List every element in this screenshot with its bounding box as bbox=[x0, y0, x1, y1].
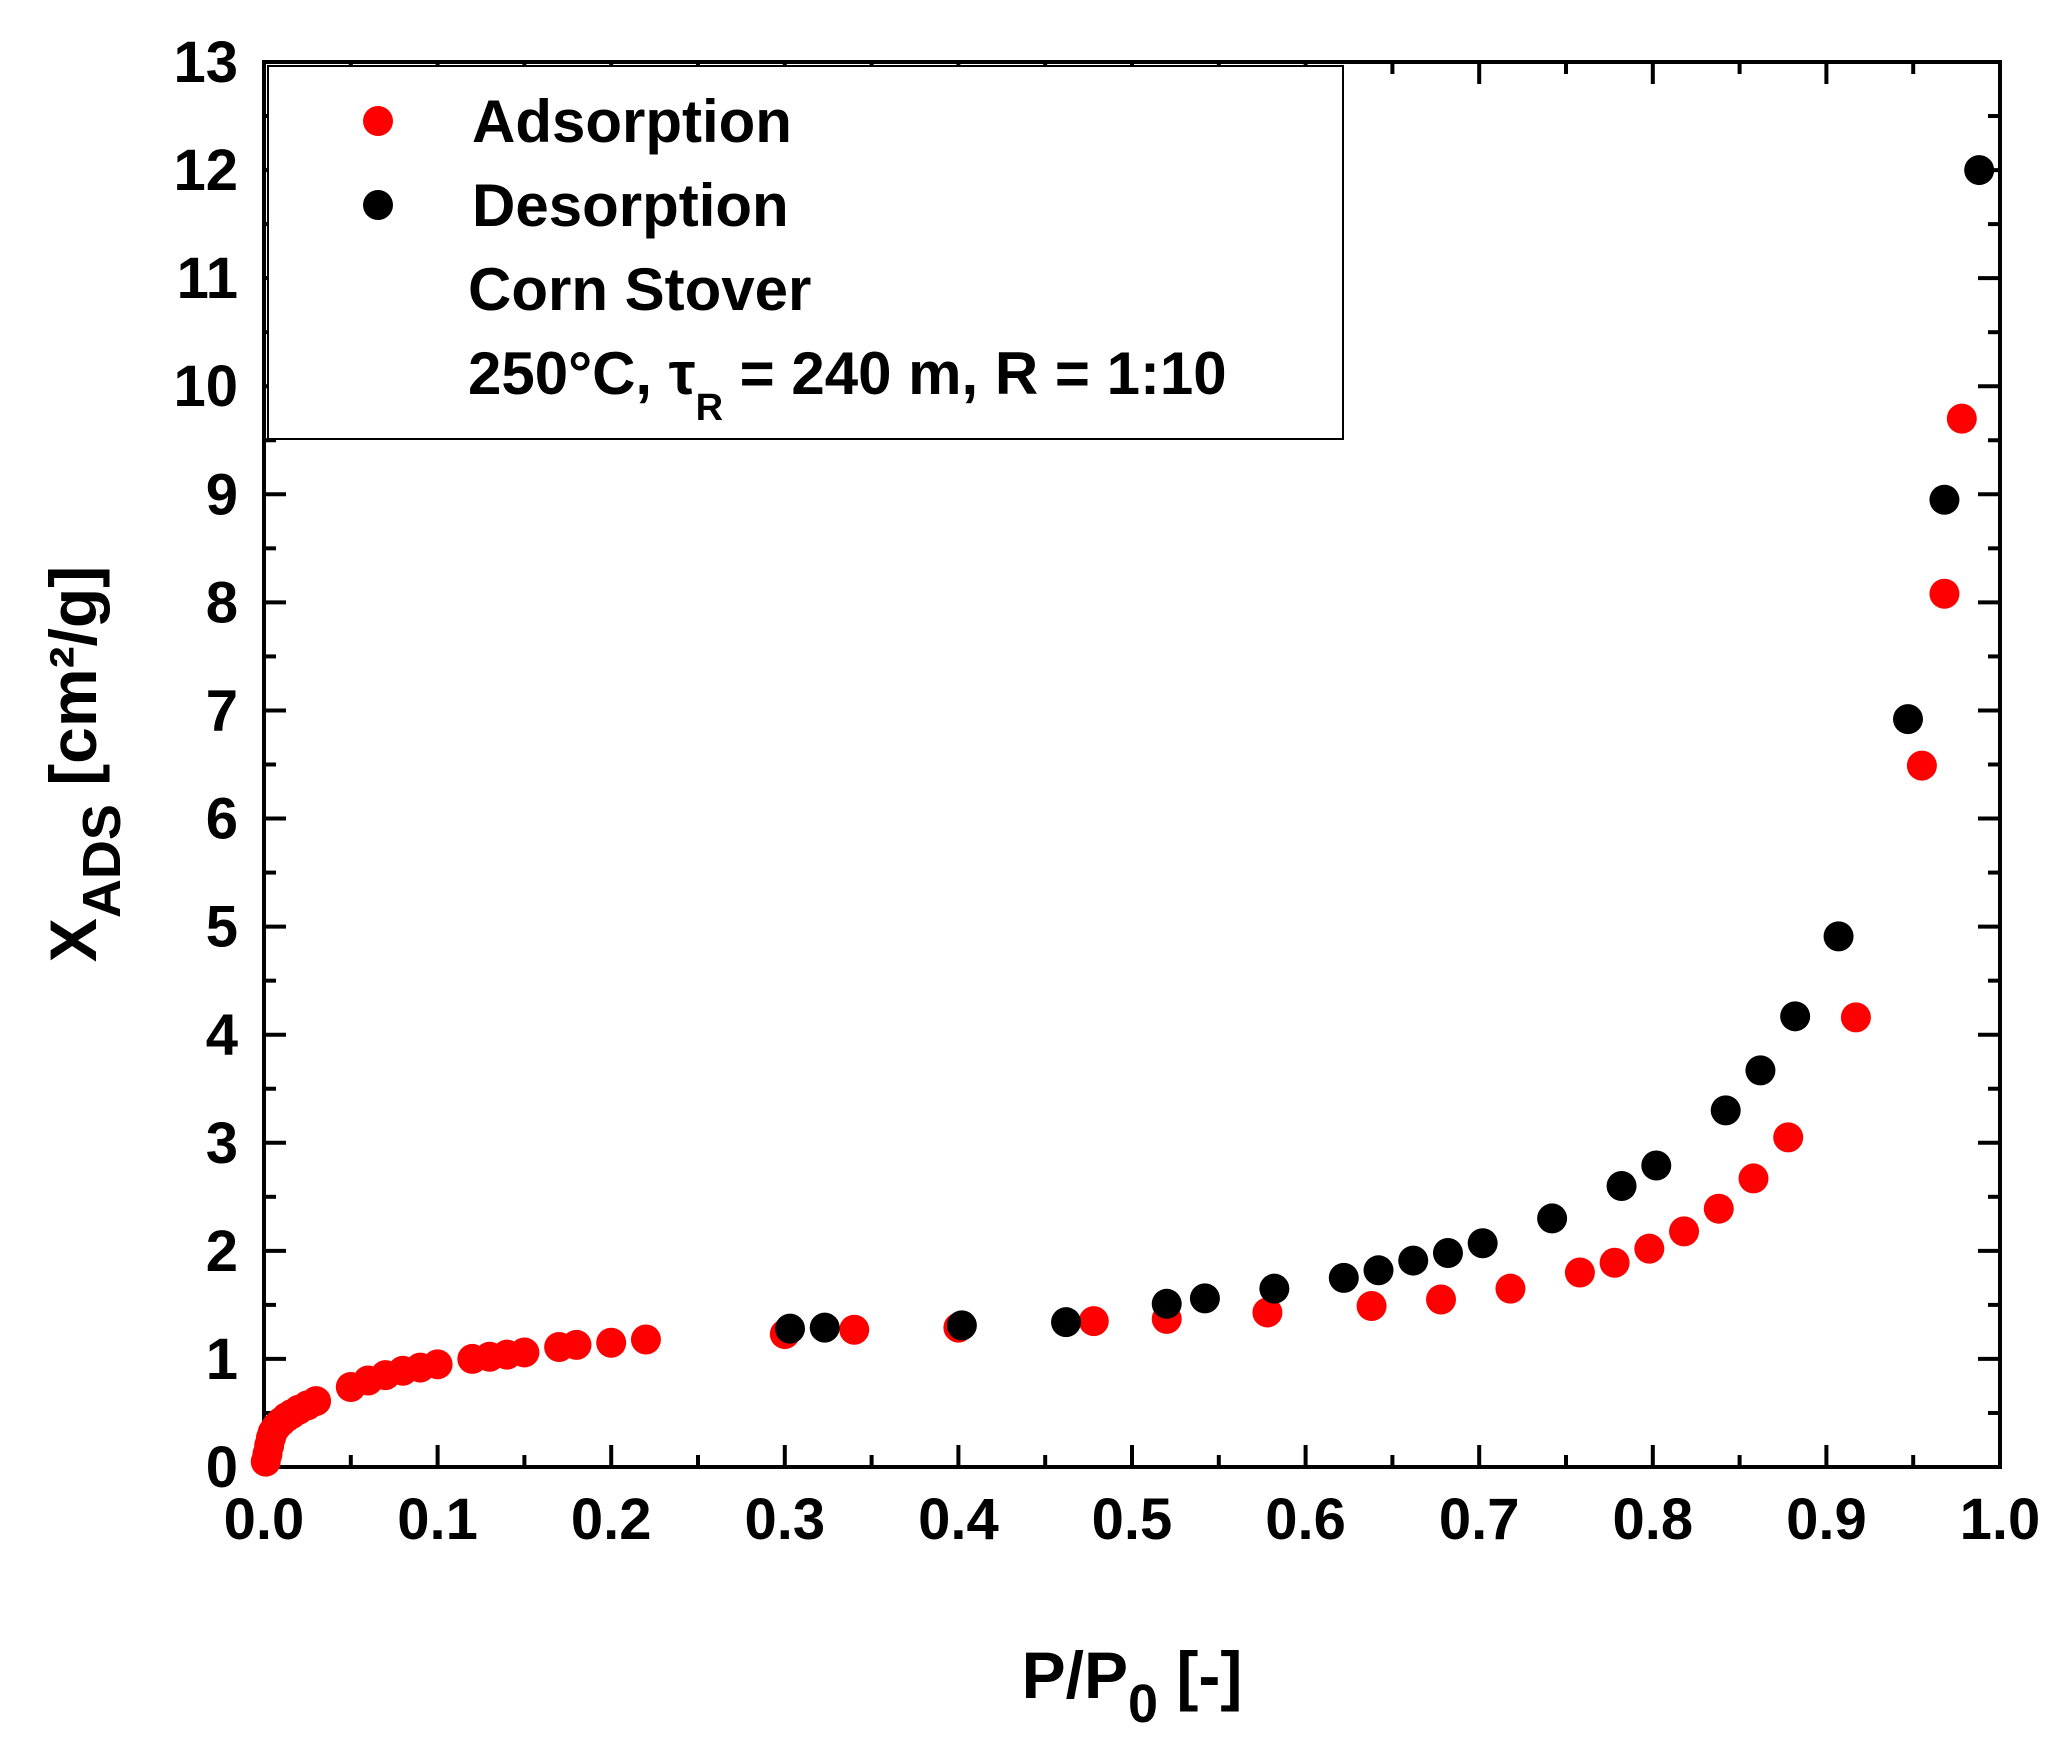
data-points-layer bbox=[250, 155, 1995, 1477]
y-tick-label: 12 bbox=[173, 138, 238, 203]
y-tick-label: 5 bbox=[206, 895, 238, 960]
desorption-point bbox=[1710, 1095, 1741, 1126]
x-tick-label: 0.0 bbox=[224, 1487, 305, 1552]
desorption-point bbox=[1745, 1055, 1776, 1086]
y-axis-label: XADS [cm²/g] bbox=[36, 566, 132, 962]
axis-labels: P/P0 [-] XADS [cm²/g] bbox=[36, 566, 1242, 1734]
y-tick-label: 7 bbox=[206, 678, 238, 743]
y-tick-label: 8 bbox=[206, 570, 238, 635]
adsorption-point bbox=[1252, 1297, 1283, 1328]
x-tick-label: 0.7 bbox=[1439, 1487, 1520, 1552]
legend: Adsorption Desorption Corn Stover 250°C, τR… bbox=[267, 65, 1344, 440]
legend-marker-desorption bbox=[363, 190, 393, 220]
adsorption-point bbox=[839, 1314, 870, 1345]
legend-box bbox=[267, 65, 1344, 440]
adsorption-point bbox=[1929, 578, 1960, 609]
desorption-point bbox=[1189, 1283, 1220, 1314]
legend-label-adsorption: Adsorption bbox=[472, 88, 792, 155]
legend-note-conditions: 250°C, τR = 240 m, R = 1:10 bbox=[468, 340, 1227, 429]
desorption-point bbox=[809, 1312, 840, 1343]
adsorption-point bbox=[301, 1386, 332, 1417]
desorption-point bbox=[1964, 155, 1995, 186]
desorption-point bbox=[1432, 1238, 1463, 1269]
desorption-point bbox=[1641, 1150, 1672, 1181]
y-tick-label: 3 bbox=[206, 1111, 238, 1176]
x-tick-label: 0.1 bbox=[397, 1487, 478, 1552]
y-tick-label: 0 bbox=[206, 1435, 238, 1500]
y-tick-label: 2 bbox=[206, 1219, 238, 1284]
adsorption-point bbox=[561, 1329, 592, 1360]
desorption-point bbox=[775, 1313, 806, 1344]
desorption-point bbox=[1823, 921, 1854, 952]
x-axis-label: P/P0 [-] bbox=[1022, 1638, 1243, 1734]
adsorption-point bbox=[1564, 1257, 1595, 1288]
adsorption-point bbox=[1356, 1290, 1387, 1321]
desorption-point bbox=[1929, 484, 1960, 515]
axes-layer: 0.0 0.1 0.2 0.3 0.4 0.5 0.6 0.7 0.8 0.9 1.00123456… bbox=[173, 30, 2040, 1552]
x-tick-label: 0.2 bbox=[571, 1487, 652, 1552]
adsorption-point bbox=[1634, 1233, 1665, 1264]
adsorption-point bbox=[509, 1337, 540, 1368]
adsorption-point bbox=[1906, 750, 1937, 781]
x-tick-label: 0.3 bbox=[744, 1487, 825, 1552]
legend-marker-adsorption bbox=[363, 106, 393, 136]
adsorption-point bbox=[1773, 1122, 1804, 1153]
y-tick-label: 10 bbox=[173, 354, 238, 419]
adsorption-point bbox=[1738, 1163, 1769, 1194]
adsorption-point bbox=[1078, 1306, 1109, 1337]
desorption-point bbox=[1328, 1262, 1359, 1293]
desorption-point bbox=[1151, 1288, 1182, 1319]
y-tick-label: 9 bbox=[206, 462, 238, 527]
legend-note-sample: Corn Stover bbox=[468, 256, 811, 323]
x-tick-label: 0.5 bbox=[1092, 1487, 1173, 1552]
adsorption-point bbox=[1946, 403, 1977, 434]
desorption-point bbox=[1537, 1203, 1568, 1234]
desorption-point bbox=[1780, 1001, 1811, 1032]
desorption-point bbox=[1051, 1307, 1082, 1338]
x-tick-label: 1.0 bbox=[1960, 1487, 2041, 1552]
adsorption-point bbox=[596, 1327, 627, 1358]
x-tick-label: 0.9 bbox=[1786, 1487, 1867, 1552]
desorption-point bbox=[1467, 1228, 1498, 1259]
desorption-point bbox=[1259, 1273, 1290, 1304]
adsorption-point bbox=[422, 1349, 453, 1380]
y-tick-label: 1 bbox=[206, 1327, 238, 1392]
desorption-point bbox=[1363, 1255, 1394, 1286]
desorption-point bbox=[946, 1310, 977, 1341]
y-tick-label: 4 bbox=[206, 1003, 238, 1068]
x-tick-label: 0.8 bbox=[1612, 1487, 1693, 1552]
adsorption-point bbox=[1703, 1193, 1734, 1224]
adsorption-point bbox=[1840, 1002, 1871, 1033]
desorption-point bbox=[1606, 1171, 1637, 1201]
adsorption-point bbox=[1426, 1284, 1457, 1315]
y-tick-label: 11 bbox=[177, 246, 238, 311]
adsorption-point bbox=[1669, 1216, 1700, 1247]
x-tick-label: 0.4 bbox=[918, 1487, 999, 1552]
adsorption-point bbox=[630, 1324, 661, 1355]
adsorption-point bbox=[1495, 1273, 1526, 1304]
desorption-point bbox=[1892, 704, 1923, 735]
desorption-point bbox=[1398, 1245, 1429, 1276]
y-tick-label: 13 bbox=[173, 30, 238, 95]
y-tick-label: 6 bbox=[206, 787, 238, 852]
x-tick-label: 0.6 bbox=[1265, 1487, 1346, 1552]
adsorption-point bbox=[1599, 1247, 1630, 1278]
legend-label-desorption: Desorption bbox=[472, 172, 789, 239]
